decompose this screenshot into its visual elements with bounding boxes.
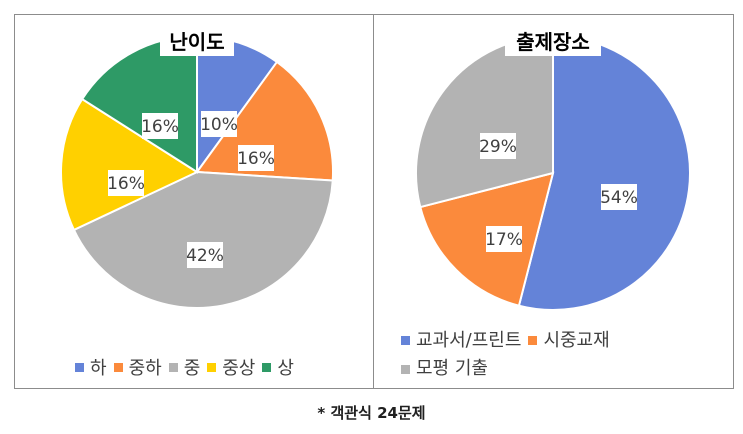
data-label-source-1: 17% bbox=[485, 230, 523, 250]
legend-swatch-source-1 bbox=[528, 336, 538, 345]
pie-slice-difficulty-1 bbox=[195, 60, 334, 182]
data-label-source-0: 54% bbox=[600, 188, 638, 208]
chart-title-source: 출제장소 bbox=[516, 30, 590, 54]
legend-label-difficulty-0: 하 bbox=[90, 358, 107, 379]
chart-frame bbox=[14, 14, 734, 389]
legend-label-difficulty-4: 상 bbox=[277, 358, 294, 379]
chart-title-difficulty: 난이도 bbox=[169, 30, 224, 54]
legend-label-source-2: 모평 기출 bbox=[416, 358, 488, 379]
chart-title-bg-source bbox=[505, 26, 601, 56]
legend-label-source-1: 시중교재 bbox=[543, 329, 610, 351]
legend-swatch-difficulty-1 bbox=[113, 362, 123, 372]
legend-item-difficulty-4: 상 bbox=[262, 354, 294, 380]
pie-slice-difficulty-2 bbox=[72, 170, 334, 309]
pie-slice-source-0 bbox=[517, 34, 691, 311]
chart-title-bg-difficulty bbox=[160, 26, 234, 56]
legend-swatch-source-0 bbox=[401, 336, 410, 345]
legend-label-difficulty-1: 중하 bbox=[128, 358, 162, 379]
data-label-bg-difficulty-3 bbox=[108, 170, 144, 196]
legend-item-source-1: 시중교재 bbox=[528, 327, 610, 355]
data-label-bg-source-0 bbox=[601, 184, 637, 210]
legend-label-difficulty-3: 중상 bbox=[222, 358, 256, 379]
legend-label-difficulty-2: 중 bbox=[183, 358, 201, 379]
pie-slice-difficulty-3 bbox=[60, 97, 200, 232]
legend-item-source-2: 모평 기출 bbox=[401, 355, 488, 383]
legend-swatch-source-2 bbox=[401, 364, 410, 374]
legend-difficulty: 하 중하 중 중상 상 bbox=[75, 354, 301, 380]
data-label-bg-difficulty-4 bbox=[142, 113, 178, 139]
legend-swatch-difficulty-3 bbox=[207, 362, 217, 372]
data-label-bg-difficulty-2 bbox=[187, 242, 223, 268]
data-label-bg-source-1 bbox=[486, 226, 522, 252]
legend-item-difficulty-1: 중하 bbox=[113, 354, 162, 380]
legend-swatch-difficulty-4 bbox=[262, 362, 272, 372]
legend-item-source-0: 교과서/프린트 bbox=[401, 327, 521, 355]
legend-swatch-difficulty-0 bbox=[75, 362, 84, 372]
footnote: * 객관식 24문제 bbox=[317, 404, 426, 422]
legend-swatch-difficulty-2 bbox=[168, 362, 178, 372]
legend-item-difficulty-0: 하 bbox=[75, 354, 107, 380]
legend-label-source-0: 교과서/프린트 bbox=[416, 329, 522, 351]
data-label-bg-difficulty-1 bbox=[238, 145, 274, 171]
data-label-bg-difficulty-0 bbox=[201, 111, 237, 137]
data-label-difficulty-1: 16% bbox=[237, 149, 275, 169]
chart-divider bbox=[373, 14, 374, 389]
data-label-bg-source-2 bbox=[480, 133, 516, 159]
data-label-difficulty-4: 16% bbox=[141, 117, 179, 137]
data-label-source-2: 29% bbox=[479, 137, 517, 157]
data-label-difficulty-2: 42% bbox=[186, 246, 224, 266]
legend-item-difficulty-2: 중 bbox=[168, 354, 201, 380]
data-label-difficulty-0: 10% bbox=[200, 115, 238, 135]
data-label-difficulty-3: 16% bbox=[107, 174, 145, 194]
legend-item-difficulty-3: 중상 bbox=[207, 354, 255, 380]
